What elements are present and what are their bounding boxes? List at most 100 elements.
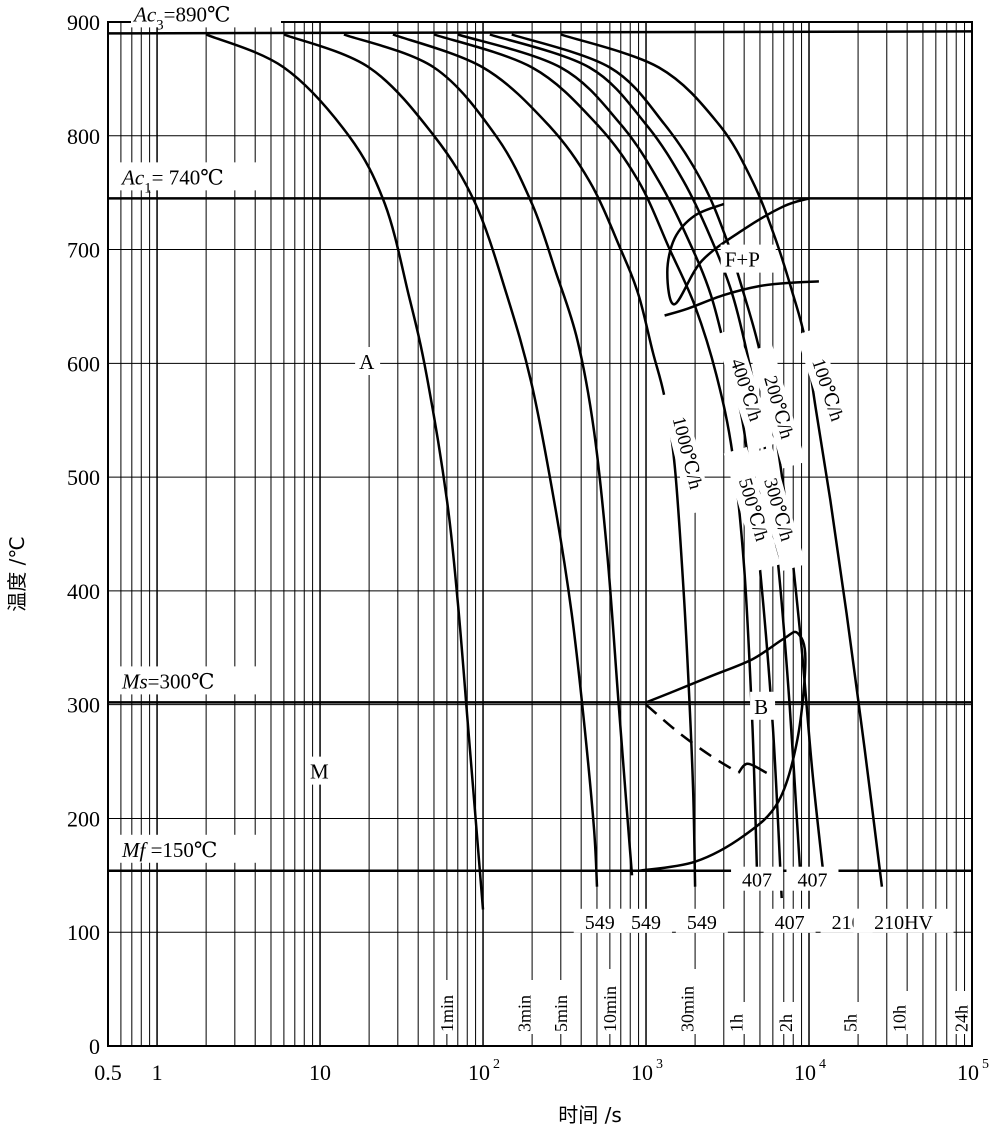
y-tick-label: 500: [67, 465, 100, 490]
hardness-label: 407: [797, 870, 827, 892]
cooling-curve-7: [489, 33, 802, 870]
hardness-label: 549: [631, 912, 661, 934]
hardness-label-bg: [763, 908, 816, 933]
phase-boundary-1: [666, 197, 810, 306]
hardness-label-bg: [675, 908, 728, 933]
phase-label: A: [359, 350, 375, 374]
time-marker-label: 10min: [600, 986, 620, 1032]
phase-label-bg: [306, 756, 332, 785]
phase-boundary-4: [645, 703, 740, 774]
phase-label-bg: [720, 244, 776, 273]
y-tick-label: 100: [67, 920, 100, 945]
cooling-curve-9: [560, 33, 884, 887]
hardness-label: 407: [742, 870, 772, 892]
cooling-curve-8: [511, 33, 827, 887]
critical-label-bg: [131, 0, 281, 28]
hardness-label: 549: [687, 912, 717, 934]
time-marker-bg: [549, 980, 570, 1034]
critical-label-ac1: Ac1= 740℃: [120, 165, 224, 196]
hardness-label-bg: [731, 866, 784, 891]
x-tick-label: 1: [152, 1060, 163, 1085]
phase-boundaries: [638, 197, 819, 873]
rate-label-bg: [659, 390, 713, 515]
hardness-label: 210HV: [874, 912, 933, 934]
x-tick-exponent: 4: [819, 1057, 826, 1072]
cooling-curve-6: [457, 33, 783, 899]
x-tick-label: 10: [957, 1060, 979, 1085]
x-tick-exponent: 3: [656, 1057, 663, 1072]
phase-label-bg: [750, 691, 776, 720]
phase-boundary-5: [737, 762, 768, 775]
time-marker-bg: [513, 980, 534, 1034]
phase-label: M: [310, 760, 329, 784]
rate-label-bg: [723, 446, 781, 571]
y-tick-label: 800: [67, 124, 100, 149]
time-marker-label: 30min: [678, 986, 698, 1032]
time-marker-label: 5h: [841, 1014, 861, 1032]
time-marker-label: 2h: [776, 1014, 796, 1032]
x-tick-exponent: 5: [982, 1057, 989, 1072]
time-marker-bg: [774, 1002, 795, 1034]
x-tick-exponent: 2: [493, 1057, 500, 1072]
rate-label-bg: [749, 344, 806, 469]
y-tick-label: 200: [67, 806, 100, 831]
y-axis-title: 温度 /℃: [5, 536, 29, 612]
hardness-label: 549: [585, 912, 615, 934]
cooling-curve-3: [343, 33, 634, 876]
time-marker-bg: [950, 991, 971, 1034]
time-marker-label: 10h: [890, 1005, 910, 1032]
hardness-label-bg: [573, 908, 626, 933]
rate-label-group: 1000℃/h: [659, 390, 713, 515]
y-tick-label: 300: [67, 693, 100, 718]
x-tick-label: 10: [794, 1060, 816, 1085]
x-tick-label: 10: [309, 1060, 331, 1085]
critical-label-bg: [119, 834, 259, 863]
phase-boundary-2: [664, 280, 819, 317]
phase-label: F+P: [725, 248, 760, 272]
plot-frame: [107, 21, 973, 1047]
time-marker-label: 1h: [727, 1014, 747, 1032]
phase-label-bg: [355, 347, 381, 376]
cooling-curve-2: [283, 33, 599, 887]
time-marker-bg: [725, 1002, 746, 1034]
rate-label-group: 100℃/h: [796, 327, 857, 452]
critical-temperature-lines: Ac3=890℃ Ac1= 740℃ Ms=300℃ Mf =150℃: [107, 0, 973, 873]
hardness-label-bg: [620, 908, 673, 933]
time-marker-bg: [839, 1002, 860, 1034]
phase-boundary-3: [638, 630, 807, 873]
hardness-label: 407: [775, 912, 805, 934]
time-marker-label: 3min: [515, 995, 535, 1032]
rate-label-bg: [796, 327, 857, 452]
rate-label-bg: [714, 327, 776, 452]
critical-label-ac3: Ac3=890℃: [132, 2, 231, 33]
cooling-curve-5: [433, 33, 759, 876]
y-tick-label: 900: [67, 10, 100, 35]
phase-label: B: [754, 695, 768, 719]
critical-line-ac3: [107, 30, 973, 35]
y-tick-label: 600: [67, 351, 100, 376]
x-tick-label: 10: [631, 1060, 653, 1085]
hardness-label-bg: [786, 866, 839, 891]
y-tick-label: 700: [67, 238, 100, 263]
time-marker-label: 5min: [551, 995, 571, 1032]
time-marker-label: 24h: [952, 1005, 972, 1032]
x-tick-label: 0.5: [94, 1060, 122, 1085]
critical-label-ms: Ms=300℃: [121, 669, 215, 693]
critical-label-mf: Mf =150℃: [121, 838, 217, 862]
critical-label-bg: [119, 666, 259, 695]
time-marker-bg: [435, 980, 456, 1034]
hardness-label-bg: [853, 908, 954, 933]
cooling-curve-4: [392, 33, 697, 887]
time-marker-bg: [598, 969, 619, 1034]
time-marker-bg: [676, 969, 697, 1034]
annotation-labels: A F+P B M 1min 3min 5min 10min 30min 1h 2h 5h 10h 24h…: [306, 244, 972, 1034]
time-marker-label: 1min: [437, 995, 457, 1032]
rate-label-bg: [749, 446, 806, 571]
x-axis-title: 时间 /s: [558, 1103, 622, 1127]
critical-label-bg: [119, 162, 259, 191]
time-marker-bg: [888, 991, 909, 1034]
y-tick-label: 0: [89, 1034, 100, 1059]
cooling-curve-1: [205, 33, 485, 910]
